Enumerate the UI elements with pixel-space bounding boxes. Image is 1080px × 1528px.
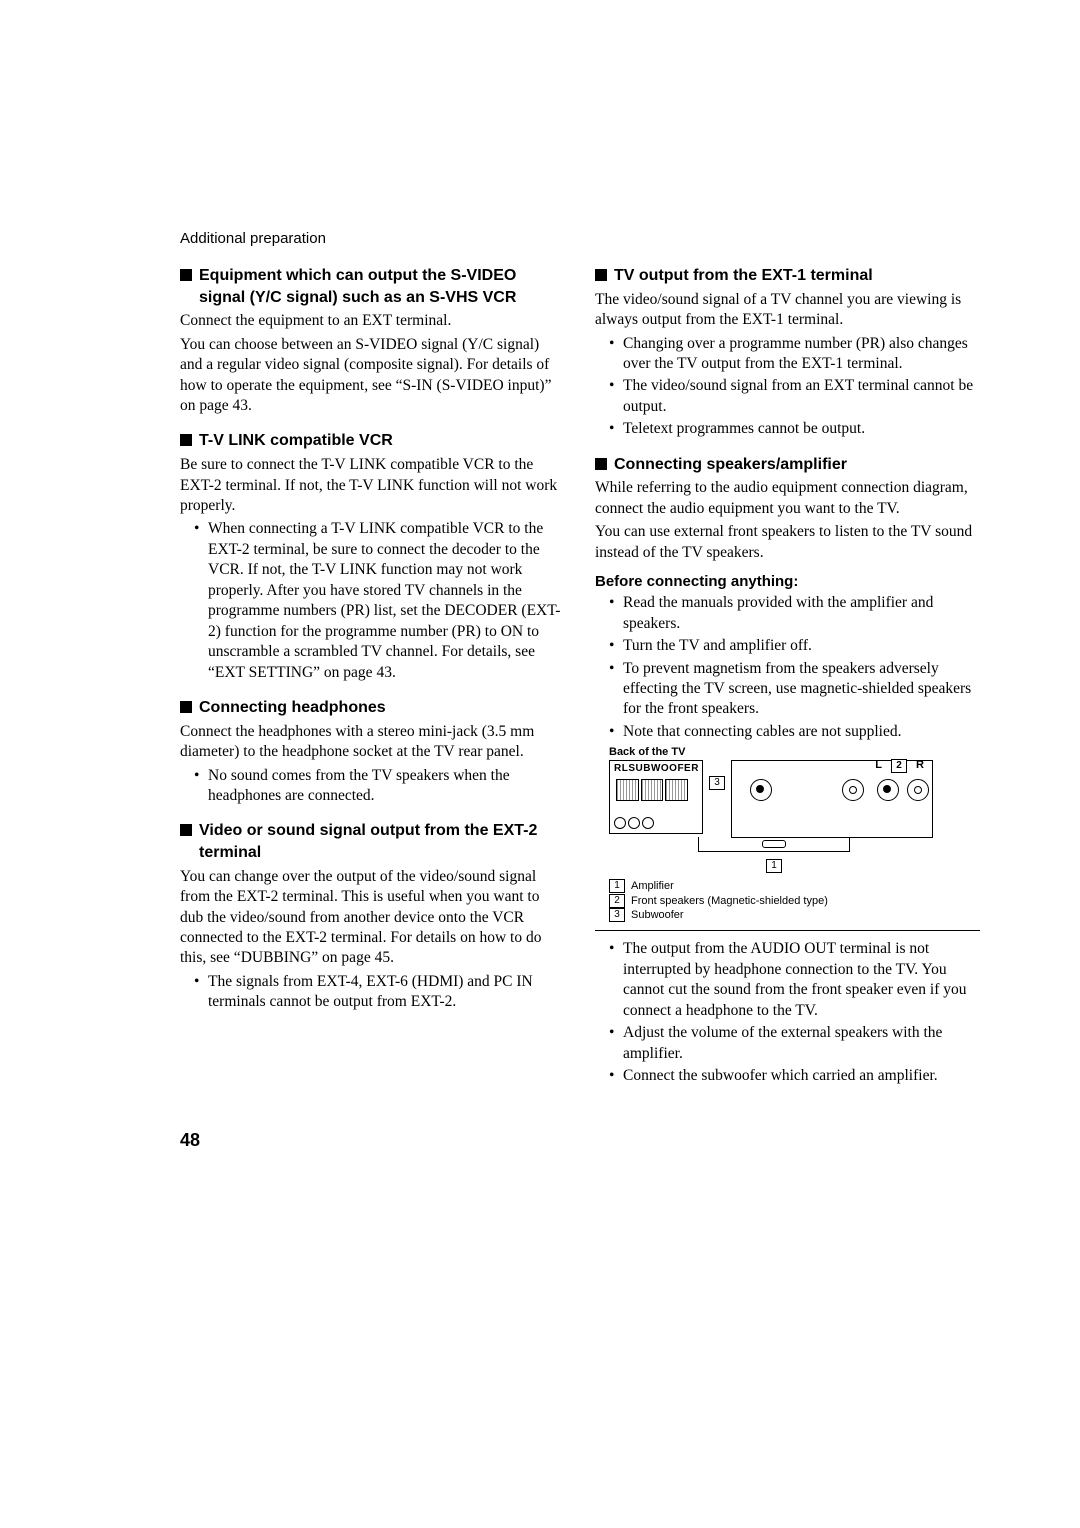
body-text: Be sure to connect the T-V LINK compatib… <box>180 455 565 516</box>
legend-num: 3 <box>609 908 625 922</box>
section-ext2-output: Video or sound signal output from the EX… <box>180 820 565 1012</box>
two-column-layout: Equipment which can output the S-VIDEO s… <box>180 265 980 1100</box>
section-title: Connecting headphones <box>180 697 565 719</box>
section-title: Connecting speakers/amplifier <box>595 454 980 476</box>
callout-2: 2 <box>891 759 907 773</box>
label-l: L <box>622 763 629 774</box>
legend-text: Front speakers (Magnetic-shielded type) <box>631 894 828 908</box>
bullet-list: When connecting a T-V LINK compatible VC… <box>180 519 565 683</box>
left-column: Equipment which can output the S-VIDEO s… <box>180 265 565 1100</box>
square-bullet-icon <box>180 269 192 281</box>
label-r2: R <box>916 759 924 771</box>
page-number: 48 <box>180 1130 980 1151</box>
list-item: The output from the AUDIO OUT terminal i… <box>623 939 980 1021</box>
body-text: The video/sound signal of a TV channel y… <box>595 290 980 331</box>
list-item: When connecting a T-V LINK compatible VC… <box>208 519 565 683</box>
title-text: Connecting speakers/amplifier <box>614 454 847 476</box>
list-item: Note that connecting cables are not supp… <box>623 722 980 742</box>
list-item: Turn the TV and amplifier off. <box>623 636 980 656</box>
body-text: While referring to the audio equipment c… <box>595 478 980 519</box>
section-title: Equipment which can output the S-VIDEO s… <box>180 265 565 308</box>
body-text: Connect the headphones with a stereo min… <box>180 722 565 763</box>
section-title: T-V LINK compatible VCR <box>180 430 565 452</box>
jack-icon <box>907 779 929 806</box>
bullet-list: Read the manuals provided with the ampli… <box>595 593 980 742</box>
section-tvlink: T-V LINK compatible VCR Be sure to conne… <box>180 430 565 683</box>
callout-3: 3 <box>709 776 725 790</box>
body-text: You can use external front speakers to l… <box>595 522 980 563</box>
chapter-header: Additional preparation <box>180 230 980 247</box>
list-item: Changing over a programme number (PR) al… <box>623 334 980 375</box>
title-text: T-V LINK compatible VCR <box>199 430 393 452</box>
scart-icon <box>616 779 688 801</box>
divider <box>595 930 980 931</box>
legend-num: 2 <box>609 894 625 908</box>
list-item: Read the manuals provided with the ampli… <box>623 593 980 634</box>
speaker-labels: L 2 R <box>875 759 924 773</box>
jack-icon <box>877 779 899 806</box>
diagram-caption: Back of the TV <box>609 746 980 758</box>
diagram-panels: R L SUBWOOFER 3 <box>609 760 939 838</box>
title-text: Equipment which can output the S-VIDEO s… <box>199 265 565 308</box>
section-ext1-output: TV output from the EXT-1 terminal The vi… <box>595 265 980 440</box>
bullet-list: No sound comes from the TV speakers when… <box>180 766 565 807</box>
legend-row: 1 Amplifier <box>609 879 980 893</box>
label-r: R <box>614 763 622 774</box>
square-bullet-icon <box>180 701 192 713</box>
legend-row: 3 Subwoofer <box>609 908 980 922</box>
list-item: The signals from EXT-4, EXT-6 (HDMI) and… <box>208 972 565 1013</box>
jack-icon <box>750 779 772 806</box>
label-sub: SUBWOOFER <box>628 763 699 774</box>
panel-left: R L SUBWOOFER <box>609 760 703 834</box>
list-item: Adjust the volume of the external speake… <box>623 1023 980 1064</box>
jack-icon <box>842 779 864 806</box>
connector-icon <box>614 817 654 829</box>
callout-1-wrap: 1 <box>609 855 939 873</box>
list-item: Connect the subwoofer which carried an a… <box>623 1066 980 1086</box>
page: Additional preparation Equipment which c… <box>0 0 1080 1211</box>
body-text: Connect the equipment to an EXT terminal… <box>180 311 565 331</box>
legend-num: 1 <box>609 879 625 893</box>
section-speakers: Connecting speakers/amplifier While refe… <box>595 454 980 1087</box>
section-title: Video or sound signal output from the EX… <box>180 820 565 863</box>
square-bullet-icon <box>180 434 192 446</box>
label-l2: L <box>875 759 882 771</box>
list-item: Teletext programmes cannot be output. <box>623 419 980 439</box>
list-item: To prevent magnetism from the speakers a… <box>623 659 980 720</box>
legend-text: Subwoofer <box>631 908 684 922</box>
callout-1: 1 <box>766 859 782 873</box>
square-bullet-icon <box>595 458 607 470</box>
panel-right: L 2 R <box>731 760 933 838</box>
section-title: TV output from the EXT-1 terminal <box>595 265 980 287</box>
legend-row: 2 Front speakers (Magnetic-shielded type… <box>609 894 980 908</box>
connection-diagram: R L SUBWOOFER 3 <box>609 760 939 873</box>
audio-out-labels: R L SUBWOOFER <box>610 761 702 774</box>
diagram-legend: 1 Amplifier 2 Front speakers (Magnetic-s… <box>609 879 980 922</box>
bullet-list: The signals from EXT-4, EXT-6 (HDMI) and… <box>180 972 565 1013</box>
section-headphones: Connecting headphones Connect the headph… <box>180 697 565 806</box>
square-bullet-icon <box>180 824 192 836</box>
bullet-list: The output from the AUDIO OUT terminal i… <box>595 939 980 1086</box>
square-bullet-icon <box>595 269 607 281</box>
title-text: Video or sound signal output from the EX… <box>199 820 565 863</box>
body-text: You can change over the output of the vi… <box>180 867 565 969</box>
list-item: The video/sound signal from an EXT termi… <box>623 376 980 417</box>
body-text: You can choose between an S-VIDEO signal… <box>180 335 565 417</box>
bullet-list: Changing over a programme number (PR) al… <box>595 334 980 440</box>
legend-text: Amplifier <box>631 879 674 893</box>
title-text: Connecting headphones <box>199 697 386 719</box>
subheading: Before connecting anything: <box>595 573 980 590</box>
stand-icon <box>609 837 939 852</box>
title-text: TV output from the EXT-1 terminal <box>614 265 873 287</box>
section-svideo: Equipment which can output the S-VIDEO s… <box>180 265 565 416</box>
right-column: TV output from the EXT-1 terminal The vi… <box>595 265 980 1100</box>
list-item: No sound comes from the TV speakers when… <box>208 766 565 807</box>
